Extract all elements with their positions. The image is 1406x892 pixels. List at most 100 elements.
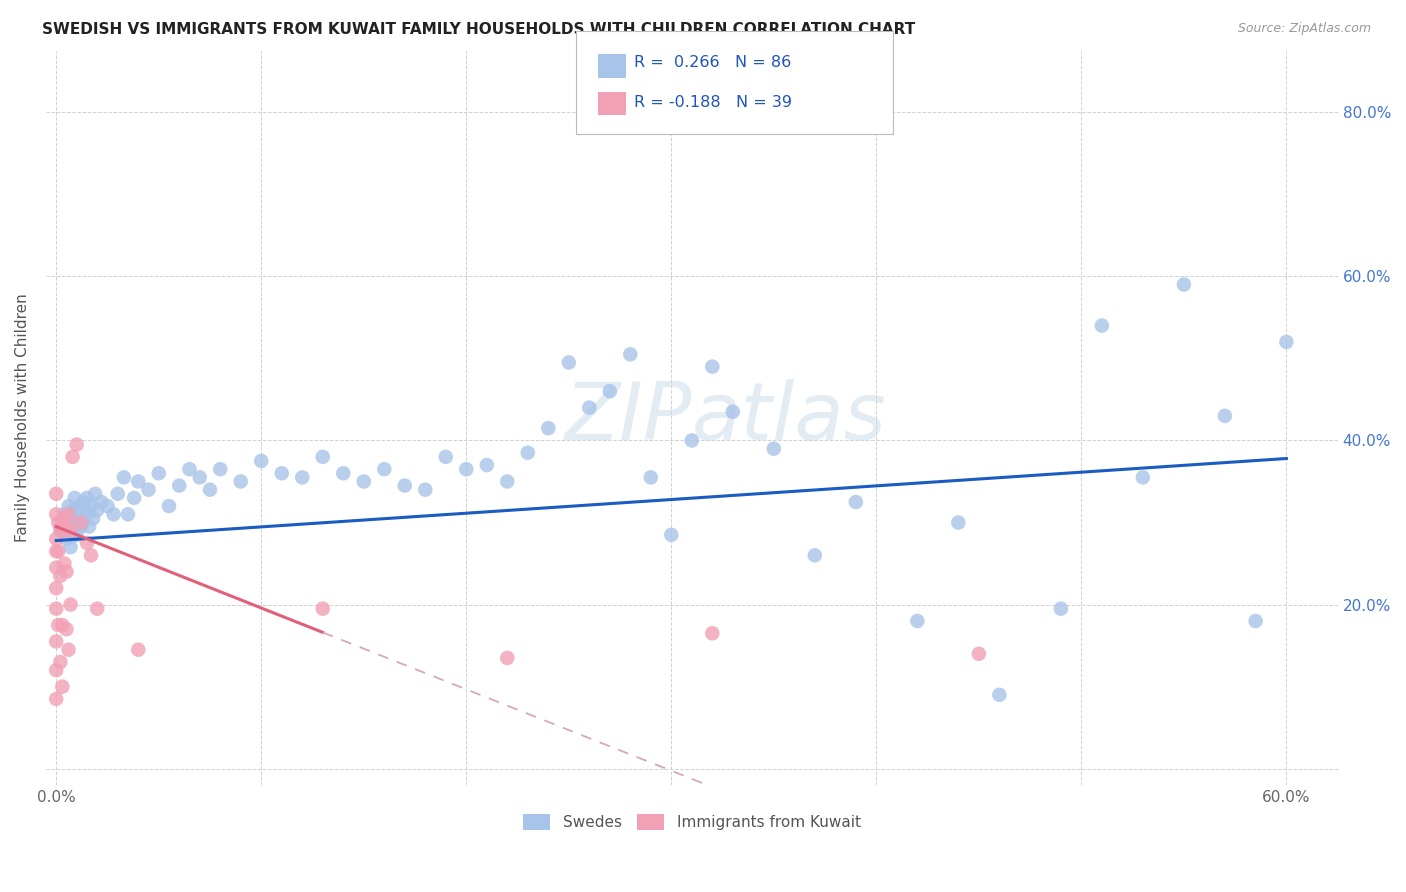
Point [69,508,91,522]
Point [82,511,104,525]
Point [905,614,928,628]
Point [58,508,80,522]
Point [1091,318,1114,333]
Point [55,622,77,636]
Point [681,434,703,448]
Point [291,470,314,484]
Point [127,642,149,657]
Point [127,475,149,489]
Point [229,475,252,489]
Point [270,467,292,481]
Text: R = -0.188   N = 39: R = -0.188 N = 39 [634,95,792,110]
Point [59,540,82,554]
Point [62,450,84,464]
Point [53,557,76,571]
Point [55,511,77,525]
Point [53,508,76,522]
Point [90,495,112,509]
Point [55,532,77,546]
Text: Source: ZipAtlas.com: Source: ZipAtlas.com [1237,22,1371,36]
Y-axis label: Family Households with Children: Family Households with Children [15,293,30,542]
Point [58,642,80,657]
Point [198,483,221,497]
Point [55,519,77,533]
Point [45,560,67,574]
Point [1173,277,1195,292]
Point [51,524,73,538]
Point [49,519,72,533]
Point [434,450,457,464]
Point [312,601,335,615]
Point [67,499,90,513]
Point [1213,409,1236,423]
Point [804,549,827,563]
Point [45,692,67,706]
Point [107,487,129,501]
Point [967,647,990,661]
Point [45,663,67,677]
Point [67,516,90,530]
Point [45,544,67,558]
Point [49,524,72,538]
Point [53,511,76,525]
Point [948,516,970,530]
Point [157,499,180,513]
Point [413,483,436,497]
Text: atlas: atlas [692,379,887,457]
Point [122,491,145,505]
Point [373,462,395,476]
Text: R =  0.266   N = 86: R = 0.266 N = 86 [634,55,792,70]
Point [179,462,201,476]
Point [456,462,478,476]
Legend: Swedes, Immigrants from Kuwait: Swedes, Immigrants from Kuwait [517,808,866,836]
Point [209,462,232,476]
Point [49,655,72,669]
Point [72,516,94,530]
Point [51,519,73,533]
Point [76,536,98,550]
Point [1244,614,1267,628]
Point [86,601,108,615]
Point [188,470,211,484]
Point [659,528,682,542]
Text: ZIP: ZIP [564,379,692,457]
Point [62,528,84,542]
Point [138,483,160,497]
Point [762,442,785,456]
Point [63,491,86,505]
Point [76,508,98,522]
Point [59,508,82,522]
Point [66,503,89,517]
Point [353,475,375,489]
Point [1275,334,1298,349]
Point [69,519,91,533]
Point [51,680,73,694]
Point [578,401,600,415]
Point [250,454,273,468]
Point [537,421,560,435]
Point [58,499,80,513]
Point [59,598,82,612]
Point [45,508,67,522]
Point [63,511,86,525]
Point [332,467,354,481]
Point [76,491,98,505]
Point [86,503,108,517]
Point [73,503,96,517]
Point [394,478,416,492]
Point [496,475,519,489]
Point [148,467,170,481]
Point [96,499,118,513]
Point [59,519,82,533]
Point [619,347,641,361]
Point [312,450,335,464]
Point [80,549,103,563]
Point [55,565,77,579]
Point [845,495,868,509]
Point [72,495,94,509]
Point [558,355,581,369]
Point [84,487,107,501]
Point [66,528,89,542]
Point [46,516,69,530]
Point [51,618,73,632]
